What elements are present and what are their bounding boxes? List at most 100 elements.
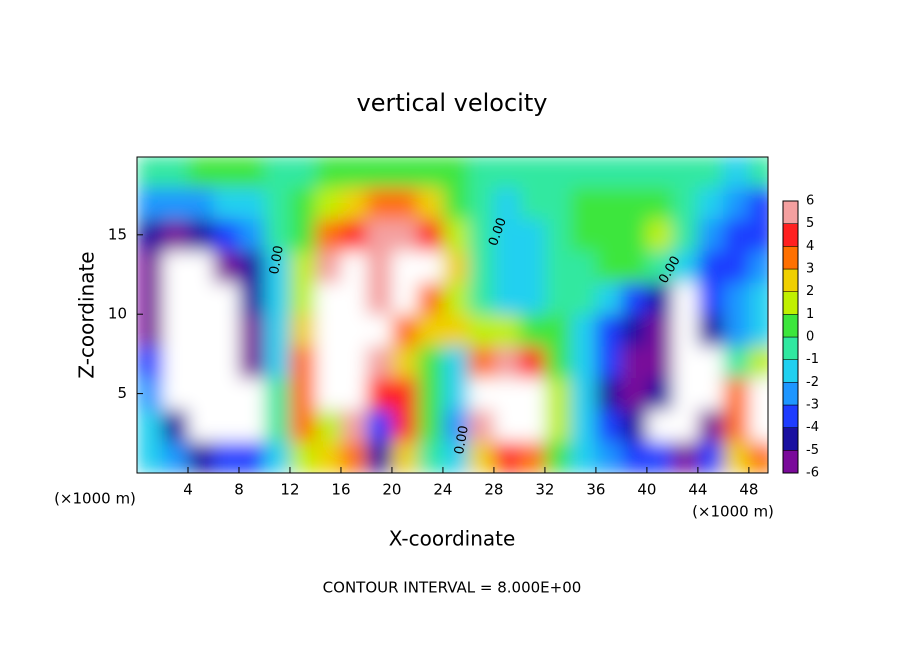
x-tick-label: 12: [280, 481, 299, 499]
field-cell: [213, 441, 240, 473]
field-cell: [544, 409, 571, 442]
field-cell: [468, 250, 495, 283]
colorbar-band: [782, 382, 799, 406]
field-cell: [391, 250, 418, 283]
field-cell: [340, 345, 367, 379]
field-cell: [595, 377, 622, 410]
field-cell: [417, 282, 444, 315]
field-cell: [264, 441, 291, 473]
field-cell: [187, 409, 214, 442]
field-cell: [315, 282, 342, 315]
field-cell: [595, 157, 622, 188]
field-cell: [340, 187, 367, 220]
field-cell: [748, 282, 768, 315]
field-cell: [672, 345, 699, 379]
colorbar-band: [782, 200, 799, 224]
field-cell: [442, 409, 469, 442]
field-cell: [213, 409, 240, 442]
field-cell: [366, 441, 393, 473]
field-cell: [340, 250, 367, 283]
field-cell: [289, 441, 316, 473]
field-cell: [391, 157, 418, 188]
field-cell: [315, 218, 342, 252]
field-cell: [493, 218, 520, 252]
field-cell: [595, 187, 622, 220]
field-cell: [417, 157, 444, 188]
contour-label: 0.00: [267, 244, 287, 275]
field-cell: [340, 441, 367, 473]
field-cell: [391, 377, 418, 410]
field-cell: [519, 218, 546, 252]
field-cell: [391, 345, 418, 379]
colorbar-tick-label: -6: [806, 466, 819, 481]
field-cell: [468, 187, 495, 220]
field-cell: [213, 218, 240, 252]
field-cell: [213, 282, 240, 315]
field-cell: [595, 314, 622, 347]
field-cell: [238, 250, 265, 283]
field-cell: [621, 282, 648, 315]
field-cell: [213, 157, 240, 188]
field-cell: [187, 157, 214, 188]
y-tick-label: 5: [117, 384, 127, 402]
field-cell: [442, 345, 469, 379]
field-cell: [493, 377, 520, 410]
field-cell: [468, 314, 495, 347]
field-cell: [289, 409, 316, 442]
field-cell: [162, 187, 189, 220]
field-cell: [544, 282, 571, 315]
field-cell: [468, 345, 495, 379]
colorbar-band: [782, 427, 799, 451]
field-cell: [570, 218, 597, 252]
field-cell: [570, 314, 597, 347]
x-tick-label: 4: [183, 481, 193, 499]
field-cell: [417, 409, 444, 442]
field-cell: [264, 157, 291, 188]
field-cell: [442, 314, 469, 347]
field-cell: [289, 345, 316, 379]
field-cell: [162, 157, 189, 188]
y-axis-label: Z-coordinate: [75, 251, 99, 378]
field-cell: [595, 218, 622, 252]
field-cell: [748, 345, 768, 379]
field-cell: [442, 282, 469, 315]
field-cell: [493, 157, 520, 188]
field-cell: [646, 157, 673, 188]
field-cell: [264, 282, 291, 315]
x-tick-label: 24: [433, 481, 452, 499]
field-cell: [621, 377, 648, 410]
field-cell: [672, 441, 699, 473]
y-tick-label: 10: [108, 305, 127, 323]
field-cell: [315, 187, 342, 220]
field-cell: [315, 314, 342, 347]
field-cell: [315, 345, 342, 379]
field-cell: [570, 409, 597, 442]
field-cell: [646, 250, 673, 283]
field-cell: [264, 187, 291, 220]
field-cell: [442, 250, 469, 283]
field-cell: [468, 409, 495, 442]
field-cell: [442, 187, 469, 220]
field-cell: [544, 345, 571, 379]
field-cell: [723, 250, 750, 283]
field-cell: [519, 314, 546, 347]
field-cell: [264, 314, 291, 347]
field-cell: [468, 218, 495, 252]
field-cell: [238, 377, 265, 410]
field-cell: [723, 187, 750, 220]
x-tick-label: 28: [484, 481, 503, 499]
x-axis-label: X-coordinate: [389, 527, 516, 551]
field-cell: [340, 409, 367, 442]
colorbar-band: [782, 268, 799, 292]
field-cell: [187, 377, 214, 410]
field-cell: [723, 345, 750, 379]
field-cell: [315, 250, 342, 283]
field-cell: [366, 377, 393, 410]
field-cell: [544, 377, 571, 410]
x-tick-label: 32: [535, 481, 554, 499]
colorbar-tick-label: 3: [806, 262, 814, 277]
field-cell: [646, 314, 673, 347]
field-cell: [417, 218, 444, 252]
field-cell: [697, 282, 724, 315]
field-cell: [621, 187, 648, 220]
